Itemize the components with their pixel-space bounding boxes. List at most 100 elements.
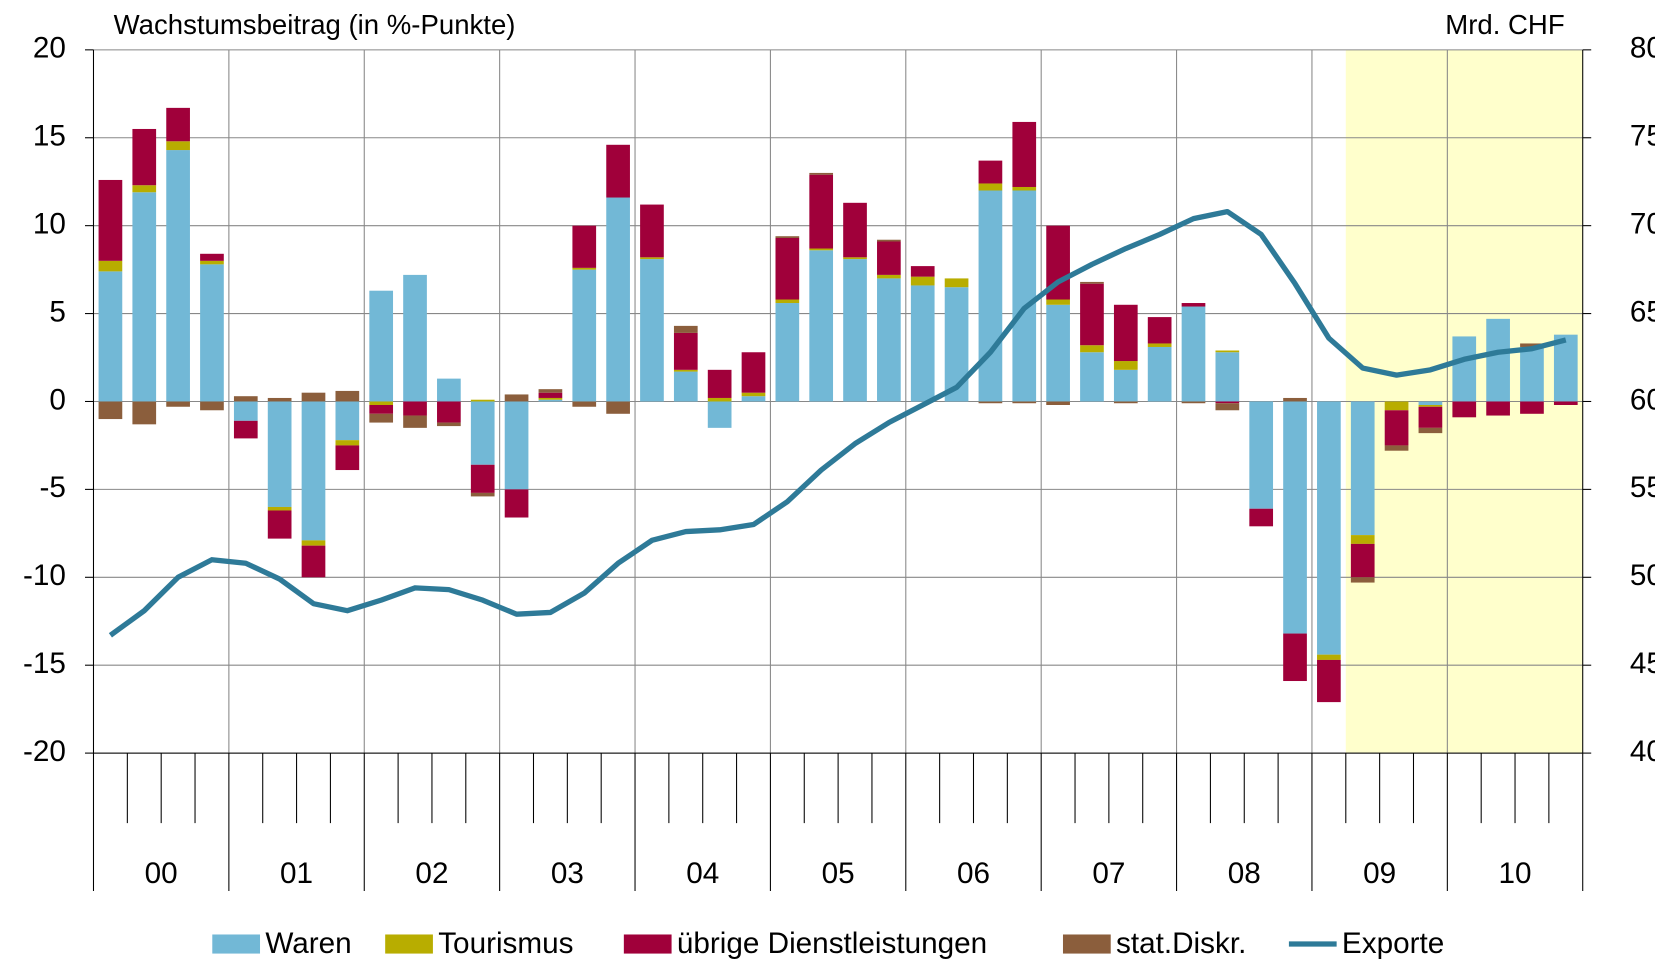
y-axis-label: Wachstumsbeitrag (in %-Punkte) [114, 9, 516, 40]
y2-tick-label: 70 [1630, 208, 1655, 241]
bar-segment [335, 390, 360, 402]
bar-segment [1181, 401, 1206, 404]
bar-segment [403, 401, 427, 416]
bar-segment [132, 401, 157, 425]
bar-segment [233, 396, 258, 402]
bar-segment [1452, 401, 1477, 418]
legend-label: stat.Diskr. [1116, 927, 1246, 960]
bar-segment [200, 401, 224, 411]
bar-segment [1452, 336, 1477, 402]
bar-segment [470, 399, 495, 402]
bar-segment [707, 397, 732, 402]
bar-segment [640, 259, 664, 402]
bar-segment [910, 285, 935, 402]
bar-segment [1080, 281, 1104, 284]
bar-segment [1283, 397, 1307, 402]
bar-segment [572, 401, 597, 407]
bar-segment [233, 420, 258, 439]
bar-segment [301, 392, 326, 402]
bar-segment [1215, 403, 1240, 411]
bar-segment [132, 192, 157, 402]
bar-segment [741, 352, 766, 393]
bar-segment [504, 401, 529, 490]
bar-segment [1520, 343, 1544, 347]
bar-segment [877, 278, 901, 402]
bar-segment [132, 128, 157, 186]
bar-segment [1486, 318, 1510, 402]
bar-segment [775, 299, 800, 304]
bar-segment [1012, 401, 1037, 404]
bar-segment [572, 267, 597, 270]
bar-segment [1215, 350, 1240, 353]
y-tick-label: 0 [49, 383, 66, 416]
bar-segment [1486, 401, 1510, 416]
bar-segment [1181, 303, 1206, 307]
bar-segment [335, 445, 360, 471]
y2-tick-label: 60 [1630, 383, 1655, 416]
bar-segment [369, 290, 394, 402]
legend-swatch [623, 934, 672, 954]
bar-segment [1113, 401, 1138, 404]
legend-label: Waren [265, 927, 351, 960]
bar-segment [437, 401, 461, 423]
legend-label: Tourismus [438, 927, 573, 960]
bar-segment [707, 369, 732, 398]
bar-segment [1350, 543, 1375, 578]
bar-segment [437, 378, 461, 402]
x-group-label: 00 [145, 857, 178, 890]
bar-segment [606, 144, 630, 198]
bar-segment [166, 107, 190, 142]
bar-segment [775, 237, 800, 300]
x-group-label: 04 [686, 857, 719, 890]
bar-segment [944, 287, 969, 402]
bar-segment [741, 392, 766, 397]
bar-segment [301, 401, 326, 541]
bar-segment [1384, 401, 1409, 411]
y-tick-label: 5 [49, 295, 66, 328]
bar-segment [1215, 352, 1240, 402]
bar-segment [1520, 401, 1544, 414]
bar-segment [504, 489, 529, 518]
bar-segment [470, 492, 495, 497]
bar-segment [1046, 401, 1070, 405]
y2-tick-label: 55 [1630, 471, 1655, 504]
bar-segment [1418, 401, 1443, 405]
bar-segment [437, 422, 461, 427]
bar-segment [1418, 427, 1443, 434]
bar-segment [809, 174, 834, 249]
bar-segment [978, 183, 1003, 191]
bar-segment [910, 266, 935, 277]
bar-segment [978, 401, 1003, 404]
bar-segment [1418, 406, 1443, 428]
bar-segment [910, 276, 935, 286]
y-tick-label: 20 [33, 32, 66, 65]
y-tick-label: -15 [23, 647, 66, 680]
y2-tick-label: 40 [1630, 735, 1655, 768]
bar-segment [673, 371, 698, 402]
bar-segment [470, 464, 495, 493]
x-group-label: 10 [1499, 857, 1532, 890]
bar-segment [1350, 535, 1375, 544]
bar-segment [504, 394, 529, 402]
bar-segment [538, 392, 563, 398]
bar-segment [301, 545, 326, 578]
bar-segment [538, 399, 563, 402]
bar-segment [1147, 317, 1172, 344]
y2-tick-label: 45 [1630, 647, 1655, 680]
bar-segment [1317, 659, 1341, 703]
bar-segment [741, 396, 766, 402]
bar-segment [775, 303, 800, 402]
bar-segment [1113, 361, 1138, 370]
bar-segment [98, 401, 123, 420]
legend-label: Exporte [1342, 927, 1444, 960]
bar-segment [267, 510, 292, 539]
bar-segment [877, 274, 901, 279]
bar-segment [1283, 401, 1307, 634]
bar-segment [809, 248, 834, 251]
bar-segment [267, 397, 292, 402]
bar-segment [470, 401, 495, 465]
bar-segment [1553, 401, 1578, 405]
bar-segment [1384, 410, 1409, 446]
bar-segment [233, 401, 258, 421]
